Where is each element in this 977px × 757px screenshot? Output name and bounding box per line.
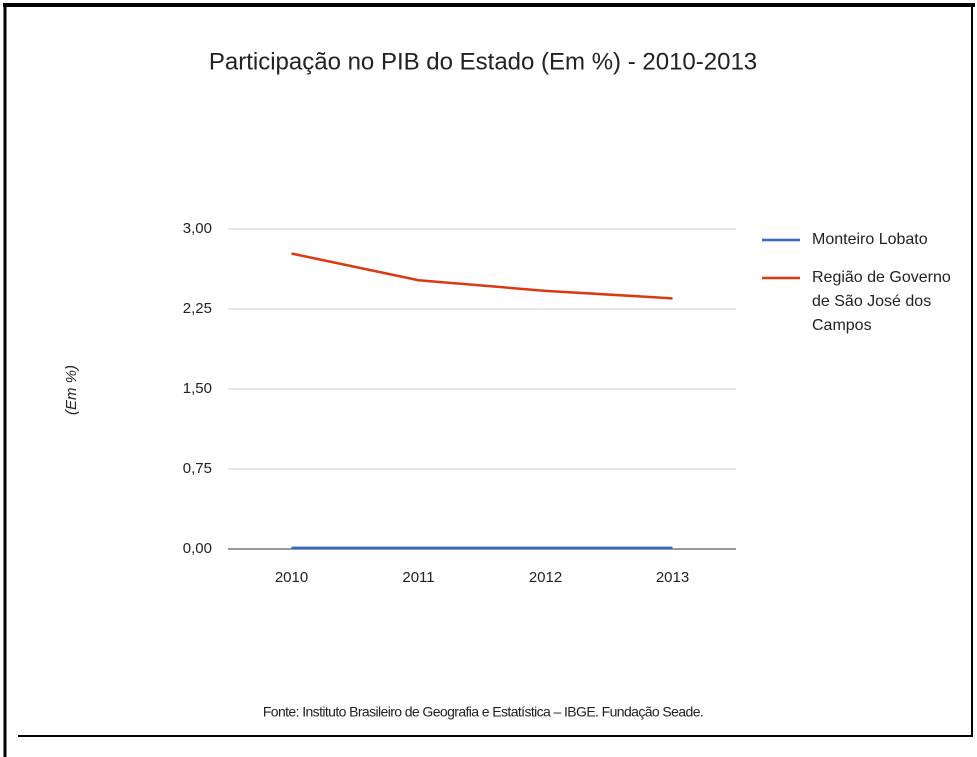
series-line (291, 252, 673, 300)
legend-label: Monteiro Lobato (812, 231, 928, 248)
x-tick-label: 2012 (529, 569, 562, 586)
source-note: Fonte: Instituto Brasileiro de Geografia… (263, 704, 703, 720)
y-tick-label: 1,50 (183, 380, 212, 397)
legend-entry: Monteiro Lobato (812, 231, 928, 248)
x-tick-label: 2013 (656, 569, 689, 586)
y-tick-label: 0,75 (183, 460, 212, 477)
y-tick-label: 2,25 (183, 300, 212, 317)
chart-title: Participação no PIB do Estado (Em %) - 2… (209, 48, 757, 75)
y-tick-label: 3,00 (183, 220, 212, 237)
legend-entry: Região de Governo de São José dos Campos (812, 269, 951, 334)
y-axis-label: (Em %) (63, 365, 80, 415)
x-tick-label: 2010 (275, 569, 308, 586)
legend-label: Região de Governo de São José dos Campos (812, 269, 951, 334)
x-tick-label: 2011 (402, 569, 434, 586)
y-tick-label: 0,00 (183, 540, 212, 557)
